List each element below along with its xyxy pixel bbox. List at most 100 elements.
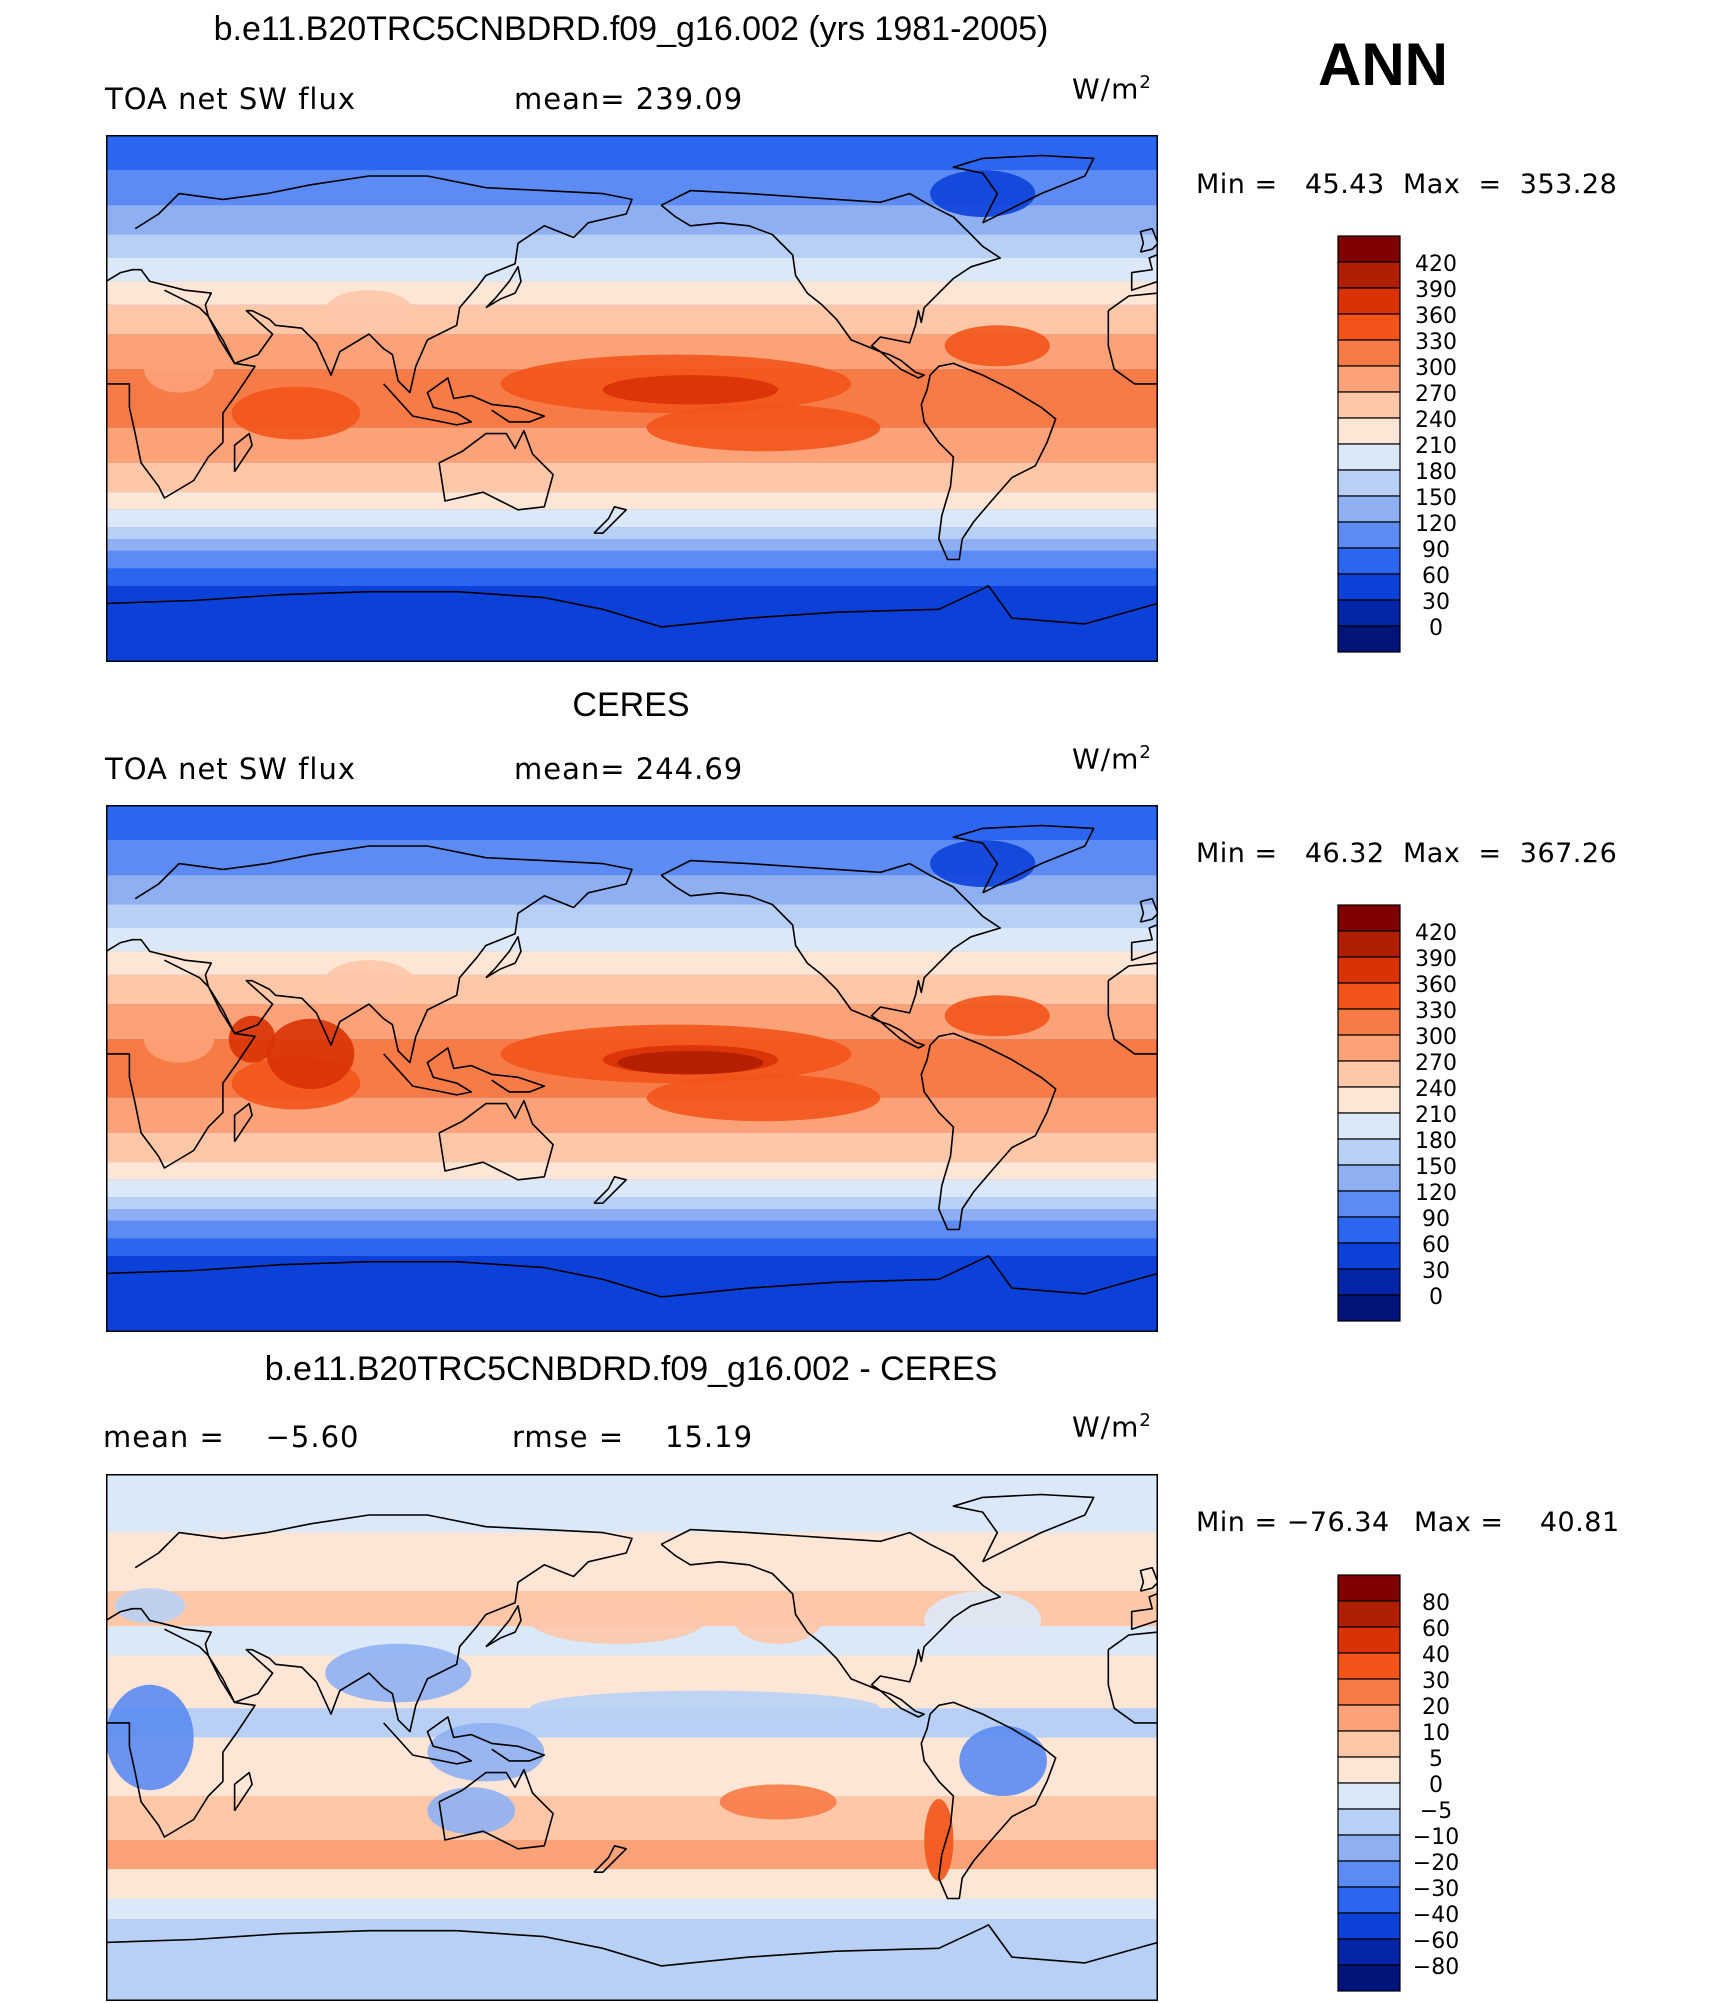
coastline-antarctica [106, 1924, 1158, 1967]
colorbar-box [1337, 1138, 1401, 1166]
colorbar-box [1337, 1730, 1401, 1758]
colorbar-box [1337, 1964, 1401, 1992]
colorbar-tick-label: 360 [1415, 304, 1457, 329]
coastline-madagascar [233, 1102, 253, 1143]
colorbar-box [1337, 1652, 1401, 1680]
coastline-eurasia-west [1130, 923, 1158, 961]
colorbar-tick-label: 240 [1415, 1077, 1457, 1102]
panel-2-title: CERES [572, 686, 690, 724]
coastline-japan [485, 936, 522, 979]
coastline-greenland [952, 824, 1095, 894]
colorbar-box [1337, 1912, 1401, 1940]
coastline-africa-east [106, 289, 256, 499]
map-frame [106, 805, 1158, 1332]
map-anomaly [325, 290, 413, 332]
coastline-greenland [952, 1493, 1095, 1563]
map-band [106, 1839, 1158, 1870]
map-anomaly [114, 1588, 185, 1624]
colorbar-box [1337, 1574, 1401, 1602]
map-band [106, 1197, 1158, 1210]
coastline-uk [1139, 1566, 1158, 1592]
coastline-antarctica [106, 1255, 1158, 1298]
colorbar-box [1337, 287, 1401, 315]
coastline-greenland [952, 154, 1095, 224]
coastline-eurasia-west [1130, 253, 1158, 291]
map-band [106, 1179, 1158, 1198]
colorbar-tick-label: 330 [1415, 999, 1457, 1024]
colorbar-tick-label: 5 [1429, 1747, 1443, 1772]
colorbar-tick-label: 30 [1422, 1669, 1450, 1694]
map-band [106, 1474, 1158, 1533]
colorbar-tick-label: 210 [1415, 1103, 1457, 1128]
map-anomaly [231, 386, 361, 440]
map-anomaly [617, 1050, 764, 1075]
colorbar-tick-label: 120 [1415, 1181, 1457, 1206]
colorbar-tick-label: 60 [1422, 1233, 1450, 1258]
map-band [106, 904, 1158, 928]
map-anomaly [930, 840, 1036, 887]
panel-2-mean-label: mean= 244.69 [514, 752, 744, 786]
map-band [106, 1209, 1158, 1221]
coastline-indonesia [383, 1047, 546, 1096]
map-band [106, 1238, 1158, 1256]
map-band [106, 1220, 1158, 1239]
coastline-australia [438, 429, 554, 511]
coastline-north-america [660, 1528, 1002, 1718]
map-band [106, 135, 1158, 171]
colorbar-tick-label: 30 [1422, 590, 1450, 615]
coastline-japan [485, 266, 522, 309]
colorbar-tick-label: −80 [1413, 1955, 1459, 1980]
colorbar-tick-label: 300 [1415, 1025, 1457, 1050]
colorbar-box [1337, 339, 1401, 367]
coastline-japan [485, 1605, 522, 1648]
panel-3-map [106, 1474, 1158, 2001]
colorbar-box [1337, 956, 1401, 984]
map-anomaly [143, 345, 215, 393]
colorbar-box [1337, 1626, 1401, 1654]
colorbar-tick-label: 0 [1429, 1285, 1443, 1310]
colorbar-box [1337, 313, 1401, 341]
colorbar-tick-label: −30 [1413, 1877, 1459, 1902]
colorbar-tick-label: 270 [1415, 382, 1457, 407]
map-band [106, 805, 1158, 841]
map-band [106, 462, 1158, 493]
colorbar-box [1337, 1294, 1401, 1322]
coastline-new-zealand [593, 1175, 628, 1205]
colorbar-tick-label: 270 [1415, 1051, 1457, 1076]
map-band [106, 1919, 1158, 2001]
map-anomaly [602, 375, 779, 405]
map-band [106, 1898, 1158, 1920]
colorbar-box [1337, 1678, 1401, 1706]
colorbar-tick-label: 0 [1429, 616, 1443, 641]
colorbar-box [1337, 625, 1401, 653]
panel-3-rmse-label: rmse = 15.19 [512, 1420, 754, 1454]
colorbar-box [1337, 469, 1401, 497]
coastline-australia [438, 1768, 554, 1850]
coastline-south-america [920, 362, 1057, 561]
colorbar-tick-label: 30 [1422, 1259, 1450, 1284]
colorbar-tick-label: 80 [1422, 1591, 1450, 1616]
map-frame [106, 135, 1158, 662]
colorbar-box [1337, 1886, 1401, 1914]
colorbar-box [1337, 1242, 1401, 1270]
map-anomaly [734, 1596, 822, 1644]
panel-1-left-label: TOA net SW flux [105, 82, 357, 116]
map-band [106, 1132, 1158, 1163]
map-anomaly [646, 1074, 881, 1122]
coastline-new-zealand [593, 505, 628, 535]
map-band [106, 539, 1158, 551]
coastline-madagascar [233, 1771, 253, 1812]
coastline-africa-east [106, 959, 256, 1169]
colorbar-tick-label: 0 [1429, 1773, 1443, 1798]
colorbar-tick-label: −40 [1413, 1903, 1459, 1928]
season-label: ANN [1318, 31, 1448, 98]
colorbar-tick-label: 40 [1422, 1643, 1450, 1668]
colorbar-box [1337, 495, 1401, 523]
panel-3-title: b.e11.B20TRC5CNBDRD.f09_g16.002 - CERES [264, 1350, 998, 1388]
colorbar-box [1337, 1190, 1401, 1218]
colorbar-tick-label: 10 [1422, 1721, 1450, 1746]
panel-2-min: Min = 46.32 [1196, 838, 1385, 869]
colorbar-tick-label: 60 [1422, 564, 1450, 589]
